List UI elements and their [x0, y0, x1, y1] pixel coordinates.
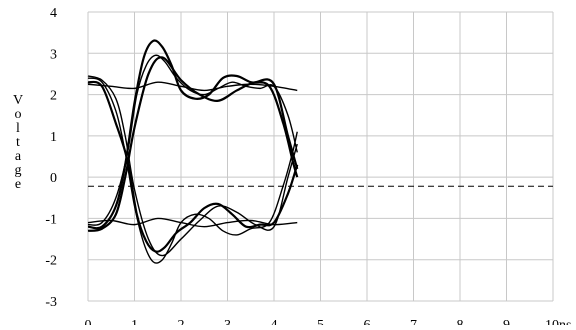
y-tick-label-6: 3 [50, 47, 57, 62]
grid [87, 11, 554, 302]
x-tick-label-3: 3 [224, 318, 231, 325]
x-tick-label-4: 4 [271, 318, 278, 325]
y-tick-label-5: 2 [50, 89, 57, 104]
x-tick-label-0: 0 [85, 318, 92, 325]
x-tick-label-1: 1 [131, 318, 138, 325]
traces [87, 39, 299, 264]
x-tick-label-5: 5 [317, 318, 324, 325]
x-tick-label-8: 8 [457, 318, 464, 325]
x-tick-label-9: 9 [503, 318, 510, 325]
trace-6 [87, 56, 299, 232]
x-tick-label-2: 2 [178, 318, 185, 325]
trace-2 [87, 77, 298, 264]
y-tick-label-0: -3 [45, 295, 57, 310]
x-tick-label-7: 7 [410, 318, 417, 325]
trace-7 [87, 75, 298, 257]
y-tick-label-4: 1 [50, 130, 57, 145]
y-tick-label-2: -1 [45, 212, 57, 227]
trace-3 [87, 80, 299, 253]
x-axis-ticks: 0 1 2 3 4 5 6 7 8 9 10ns [85, 318, 572, 330]
y-tick-label-3: 0 [50, 171, 57, 186]
y-tick-label-1: -2 [45, 254, 57, 269]
x-tick-label-6: 6 [364, 318, 371, 325]
x-tick-label-10: 10ns [545, 318, 571, 325]
y-tick-label-7: 4 [50, 6, 57, 21]
y-axis-ticks: -3 -2 -1 0 1 2 3 4 [45, 6, 57, 310]
trace-5 [87, 217, 298, 228]
